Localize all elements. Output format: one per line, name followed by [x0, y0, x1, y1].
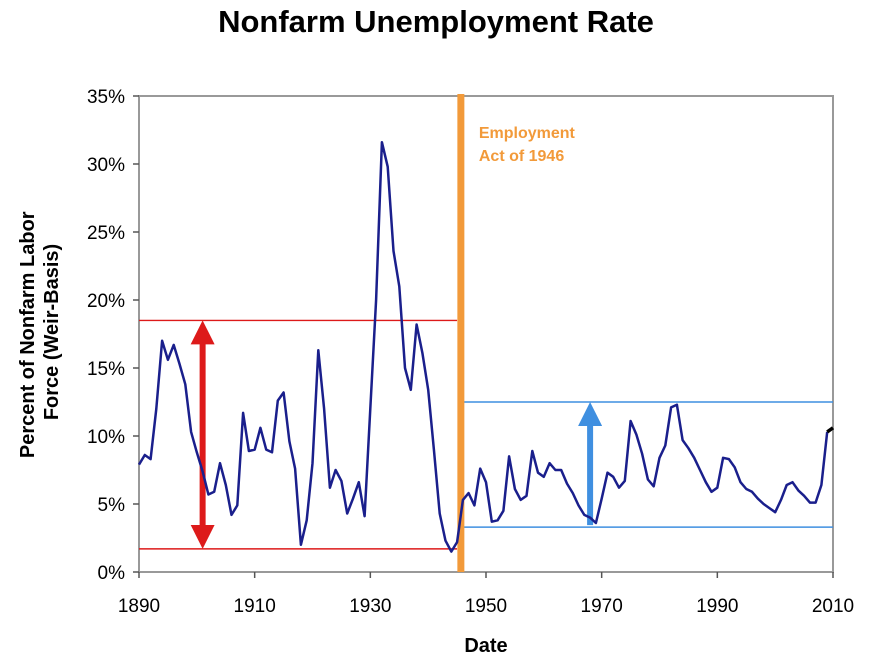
y-tick-label: 0%: [98, 563, 126, 584]
y-tick-label: 35%: [87, 87, 125, 108]
plot-area: [138, 95, 834, 573]
y-tick-label: 5%: [98, 495, 126, 516]
y-axis-title: Percent of Nonfarm Labor Force (Weir-Bas…: [17, 206, 63, 458]
x-tick-label: 1910: [234, 596, 276, 617]
policy-label-line: Act of 1946: [479, 148, 564, 165]
policy-label-line: Employment: [479, 125, 576, 142]
y-axis-title-line-1: Percent of Nonfarm Labor: [17, 211, 39, 458]
x-axis-title: Date: [464, 635, 507, 657]
y-tick-label: 30%: [87, 155, 125, 176]
y-tick-label: 25%: [87, 223, 125, 244]
x-tick-label: 1950: [465, 596, 507, 617]
x-tick-label: 1990: [696, 596, 738, 617]
x-tick-label: 1930: [349, 596, 391, 617]
y-tick-label: 10%: [87, 427, 125, 448]
y-tick-label: 20%: [87, 291, 125, 312]
series-line: [137, 140, 829, 553]
x-tick-label: 1970: [581, 596, 623, 617]
x-tick-label: 1890: [118, 596, 160, 617]
series-line-tail: [826, 426, 835, 434]
chart-title: Nonfarm Unemployment Rate: [218, 4, 654, 39]
x-tick-label: 2010: [812, 596, 854, 617]
y-tick-label: 15%: [87, 359, 125, 380]
y-axis-title-line-2: Force (Weir-Basis): [41, 244, 63, 420]
